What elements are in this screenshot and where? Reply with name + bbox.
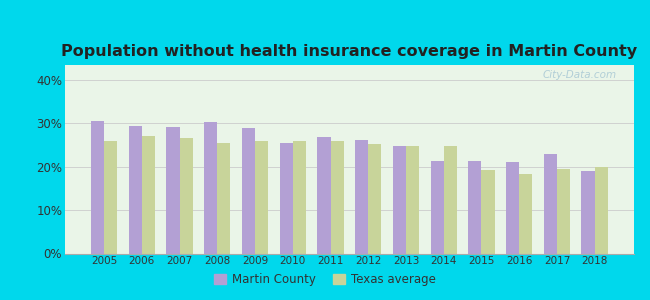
Bar — [217, 143, 231, 254]
Bar — [317, 137, 330, 254]
Bar — [166, 127, 179, 254]
Bar — [557, 169, 570, 254]
Bar — [204, 122, 217, 254]
Bar — [582, 171, 595, 253]
Bar — [482, 170, 495, 254]
Bar — [242, 128, 255, 254]
Text: City-Data.com: City-Data.com — [543, 70, 617, 80]
Bar — [544, 154, 557, 254]
Bar — [142, 136, 155, 254]
Bar — [506, 162, 519, 254]
Bar — [369, 144, 382, 254]
Title: Population without health insurance coverage in Martin County: Population without health insurance cove… — [61, 44, 638, 59]
Bar — [255, 140, 268, 254]
Bar — [430, 161, 444, 254]
Bar — [280, 143, 292, 254]
Bar — [129, 126, 142, 254]
Bar — [91, 121, 104, 254]
Bar — [292, 140, 306, 254]
Bar — [179, 138, 193, 254]
Legend: Martin County, Texas average: Martin County, Texas average — [209, 269, 441, 291]
Bar — [104, 140, 117, 254]
Bar — [468, 161, 482, 254]
Bar — [595, 167, 608, 254]
Bar — [444, 146, 457, 253]
Bar — [519, 174, 532, 254]
Bar — [406, 146, 419, 253]
Bar — [330, 141, 344, 254]
Bar — [393, 146, 406, 253]
Bar — [355, 140, 369, 254]
